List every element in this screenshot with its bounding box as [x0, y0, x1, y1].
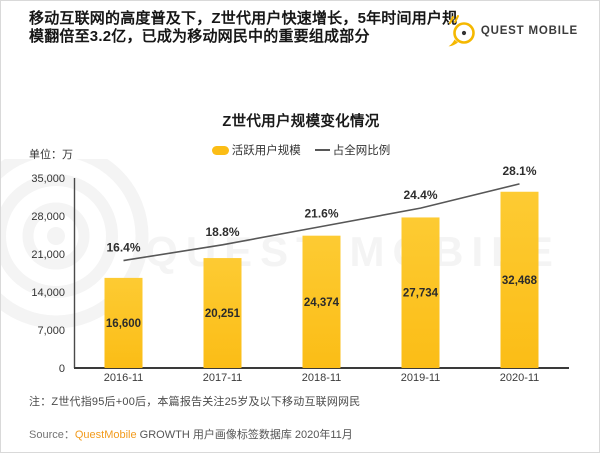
- footnote: 注：Z世代指95后+00后，本篇报告关注25岁及以下移动互联网网民: [29, 396, 361, 408]
- chart-canvas: QUEST MOBILE 0 7,000 14,000 21,000 28,000 35,…: [1, 159, 569, 384]
- bar-value-label: 20,251: [205, 308, 241, 320]
- x-axis-tick-label: 2019-11: [401, 372, 441, 384]
- bar-value-label: 16,600: [106, 318, 141, 330]
- source-rest: GROWTH 用户画像标签数据库 2020年11月: [136, 429, 353, 441]
- unit-label: 单位：万: [29, 149, 73, 161]
- source-prefix: Source：: [29, 429, 75, 441]
- x-axis-tick-label: 2020-11: [500, 372, 540, 384]
- percent-label: 28.1%: [502, 164, 536, 178]
- page-headline: 移动互联网的高度普及下，Z世代用户快速增长，5年时间用户规 模翻倍至3.2亿，已…: [29, 10, 457, 45]
- legend-line-label: 占全网比例: [332, 145, 391, 157]
- percent-label: 21.6%: [304, 206, 338, 220]
- bar-2016-11: [104, 277, 143, 368]
- bar-value-label: 32,468: [502, 275, 538, 287]
- x-axis-tick-label: 2016-11: [104, 372, 144, 384]
- y-axis-tick-label: 0: [59, 363, 65, 375]
- questmobile-logo-icon: [448, 15, 475, 47]
- watermark: QUEST MOBILE: [1, 159, 553, 329]
- chart-legend: 活跃用户规模 占全网比例: [1, 142, 600, 158]
- headline-line-1: 移动互联网的高度普及下，Z世代用户快速增长，5年时间用户规: [29, 10, 458, 27]
- y-axis-tick-label: 14,000: [31, 287, 65, 299]
- legend-item-bar: 活跃用户规模: [211, 142, 301, 158]
- bar-2017-11: [203, 258, 242, 368]
- bar-2020-11: [500, 191, 539, 368]
- x-axis-tick-label: 2017-11: [203, 372, 243, 384]
- bar-value-label: 24,374: [304, 297, 340, 309]
- percent-label: 18.8%: [205, 225, 239, 239]
- questmobile-logo: QUEST MOBILE: [445, 14, 578, 48]
- y-axis-tick-label: 7,000: [37, 325, 65, 337]
- legend-bar-label: 活跃用户规模: [231, 145, 301, 157]
- y-axis-tick-label: 21,000: [31, 249, 65, 261]
- x-axis-tick-label: 2018-11: [302, 372, 342, 384]
- headline-line-2: 模翻倍至3.2亿，已成为移动网民中的重要组成部分: [29, 27, 370, 45]
- source-line: Source：QuestMobile GROWTH 用户画像标签数据库 2020…: [29, 426, 353, 442]
- legend-line-swatch: [314, 149, 330, 151]
- bar-2018-11: [302, 235, 341, 368]
- source-brand: QuestMobile: [74, 429, 137, 441]
- y-axis-tick-label: 28,000: [31, 211, 65, 223]
- y-axis-tick-label: 35,000: [31, 173, 65, 185]
- percent-label: 24.4%: [403, 188, 437, 202]
- legend-bar-swatch: [211, 145, 229, 155]
- bar-2019-11: [401, 217, 440, 368]
- trend-line: [123, 183, 520, 262]
- chart-title: Z世代用户规模变化情况: [222, 114, 380, 130]
- questmobile-wordmark: QUEST MOBILE: [480, 25, 578, 37]
- percent-label: 16.4%: [106, 241, 140, 255]
- legend-item-line: 占全网比例: [314, 142, 391, 158]
- bar-value-label: 27,734: [403, 288, 439, 300]
- chart-layer: 0 7,000 14,000 21,000 28,000 35,000 16,600 2016…: [31, 164, 569, 384]
